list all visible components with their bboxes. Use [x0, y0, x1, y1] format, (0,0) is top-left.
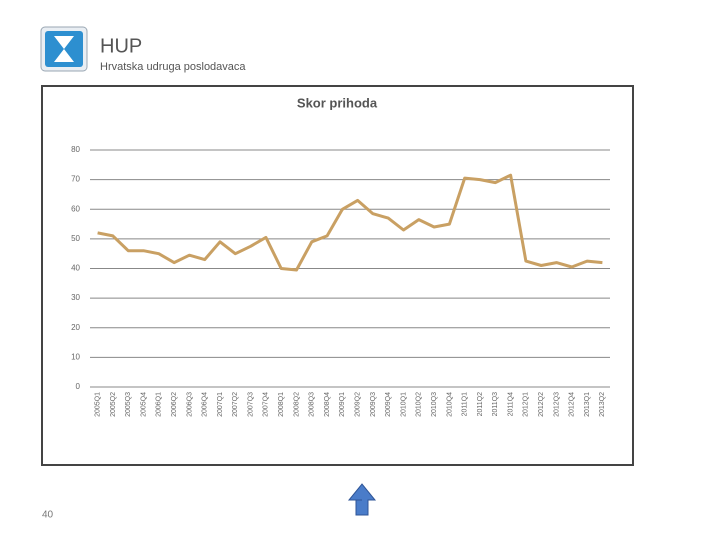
- plot: 0 10 20 30 40 50 60 70 80 2005Q1 2005Q2 2005Q3 2005Q…: [71, 145, 610, 417]
- nav-arrow[interactable]: [347, 483, 377, 516]
- x-tick-label: 2006Q4: [202, 392, 209, 417]
- x-tick-label: 2013Q1: [584, 392, 591, 417]
- chart-frame: [41, 85, 634, 466]
- x-tick-label: 2011Q1: [462, 392, 469, 416]
- x-tick-label: 2013Q2: [599, 392, 606, 417]
- x-tick-label: 2009Q1: [339, 392, 346, 417]
- x-tick-label: 2009Q4: [385, 392, 392, 417]
- x-tick-label: 2005Q2: [110, 392, 117, 417]
- logo: [40, 26, 88, 72]
- x-tick-label: 2008Q4: [324, 392, 331, 417]
- x-tick-label: 2007Q1: [217, 392, 224, 417]
- y-tick-label: 80: [71, 145, 80, 154]
- x-tick-label: 2006Q3: [186, 392, 193, 417]
- x-tick-label: 2012Q3: [553, 392, 560, 417]
- x-tick-label: 2007Q4: [263, 392, 270, 417]
- x-tick-label: 2009Q3: [370, 392, 377, 417]
- x-tick-label: 2012Q4: [569, 392, 576, 417]
- brand-subtitle: Hrvatska udruga poslodavaca: [100, 61, 246, 73]
- x-tick-label: 2009Q2: [354, 392, 361, 417]
- y-tick-label: 60: [71, 204, 80, 213]
- page-number: 40: [42, 510, 54, 521]
- x-tick-label: 2011Q2: [477, 392, 484, 416]
- data-line: [97, 173, 603, 272]
- y-tick-label: 0: [76, 382, 81, 391]
- x-tick-label: 2011Q4: [507, 392, 514, 416]
- y-tick-label: 50: [71, 234, 80, 243]
- x-tick-label: 2010Q2: [416, 392, 423, 417]
- x-tick-label: 2008Q1: [278, 392, 285, 417]
- y-tick-label: 20: [71, 323, 80, 332]
- y-tick-label: 40: [71, 264, 80, 273]
- chart-title: Skor prihoda: [297, 95, 378, 110]
- x-tick-label: 2010Q4: [446, 392, 453, 417]
- x-tick-label: 2008Q2: [293, 392, 300, 417]
- x-tick-label: 2012Q2: [538, 392, 545, 417]
- x-tick-label: 2010Q1: [400, 392, 407, 417]
- x-tick-label: 2010Q3: [431, 392, 438, 417]
- y-tick-label: 70: [71, 175, 80, 184]
- y-tick-label: 10: [71, 352, 80, 361]
- brand-title: HUP: [100, 35, 142, 57]
- x-tick-label: 2012Q1: [523, 392, 530, 417]
- x-tick-label: 2005Q1: [94, 392, 101, 417]
- x-tick-label: 2008Q3: [309, 392, 316, 417]
- x-tick-label: 2011Q3: [492, 392, 499, 416]
- x-tick-label: 2005Q3: [125, 392, 132, 417]
- x-tick-label: 2007Q3: [247, 392, 254, 417]
- x-tick-label: 2006Q2: [171, 392, 178, 417]
- x-tick-label: 2007Q2: [232, 392, 239, 417]
- y-tick-label: 30: [71, 293, 80, 302]
- x-tick-label: 2006Q1: [156, 392, 163, 417]
- x-tick-label: 2005Q4: [140, 392, 147, 417]
